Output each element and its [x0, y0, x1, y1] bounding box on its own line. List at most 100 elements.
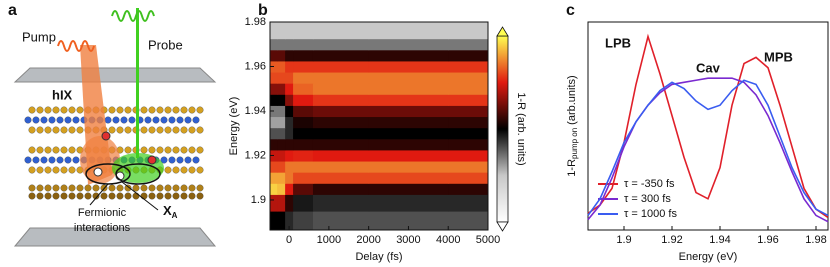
bottom-mirror [13, 227, 217, 247]
heat-cell [277, 72, 286, 84]
atom [172, 126, 180, 134]
atom [124, 192, 132, 200]
atom [164, 106, 172, 114]
atom [176, 156, 184, 164]
atom [60, 146, 68, 154]
atom [128, 116, 136, 124]
heat-cell [312, 94, 370, 106]
atom [164, 184, 172, 192]
atom [196, 192, 204, 200]
atom [36, 166, 44, 174]
heat-cell [448, 172, 489, 184]
top-mirror [13, 67, 217, 83]
atom [28, 184, 36, 192]
heat-cell [285, 211, 294, 231]
heat-cell [285, 94, 294, 106]
heat-cell [312, 138, 370, 151]
colorbar-label: 1-R (arb. units) [515, 92, 527, 165]
atom [64, 156, 72, 164]
heat-cell [270, 194, 278, 212]
x-tick-label: 1.9 [616, 234, 631, 246]
heat-cell [270, 161, 278, 173]
atom [56, 156, 64, 164]
atom [68, 192, 76, 200]
heat-cell [368, 83, 449, 95]
panel-label: c [566, 2, 575, 19]
atom [160, 116, 168, 124]
heat-cell [448, 127, 489, 140]
atom [52, 106, 60, 114]
heat-cell [312, 127, 370, 140]
heat-cell [285, 72, 294, 84]
atom [68, 146, 76, 154]
heat-cell [368, 183, 449, 195]
plot-frame [587, 21, 829, 231]
atom [180, 106, 188, 114]
heat-cell [448, 60, 489, 73]
atom [192, 116, 200, 124]
atom [108, 184, 116, 192]
atom [164, 126, 172, 134]
heat-cell [277, 161, 286, 173]
heat-cell [270, 127, 278, 140]
atom [36, 146, 44, 154]
heat-cell [368, 127, 449, 140]
heat-cell [293, 127, 314, 140]
atom [52, 184, 60, 192]
heat-cell [270, 38, 278, 51]
heat-cell [368, 194, 449, 212]
x-tick-label: 0 [286, 234, 292, 246]
heat-cell [448, 105, 489, 118]
atom [196, 126, 204, 134]
atom [60, 166, 68, 174]
series-line [587, 79, 829, 217]
y-tick-label: 1.98 [245, 16, 266, 28]
atom [28, 146, 36, 154]
atom [48, 156, 56, 164]
heat-cell [312, 172, 370, 184]
y-label-main: 1-R [566, 159, 578, 177]
x-tick-label: 1.98 [805, 234, 826, 246]
heat-cell [448, 83, 489, 95]
heat-cell [277, 116, 286, 129]
atom [172, 166, 180, 174]
colorbar [496, 35, 509, 223]
atom [60, 126, 68, 134]
heat-cell [312, 22, 370, 40]
series-line [587, 77, 829, 223]
heat-cell [312, 194, 370, 212]
atom [156, 192, 164, 200]
atom [108, 126, 116, 134]
heat-cell [312, 116, 370, 129]
y-tick-label: 1.9 [251, 194, 266, 206]
interaction-ring [115, 163, 161, 185]
atom [52, 146, 60, 154]
atom [44, 192, 52, 200]
heat-cell [270, 83, 278, 95]
atom [172, 192, 180, 200]
heat-cell [293, 83, 314, 95]
atom [36, 106, 44, 114]
annotation: MPB [764, 49, 793, 64]
heat-cell [368, 94, 449, 106]
atom [132, 192, 140, 200]
xa-sub: A [172, 211, 178, 220]
legend-label: τ = 300 fs [624, 193, 671, 205]
atom [92, 192, 100, 200]
atom [112, 116, 120, 124]
atom [60, 192, 68, 200]
atom [40, 116, 48, 124]
atom [184, 116, 192, 124]
heat-cell [312, 49, 370, 62]
x-tick-label: 2000 [356, 234, 380, 246]
heat-cell [448, 94, 489, 106]
atom [32, 116, 40, 124]
atom [156, 146, 164, 154]
atom [36, 184, 44, 192]
heat-cell [293, 38, 314, 51]
heat-cell [270, 138, 278, 151]
atom [108, 106, 116, 114]
heat-cell [285, 138, 294, 151]
heat-cell [285, 116, 294, 129]
atom [180, 166, 188, 174]
